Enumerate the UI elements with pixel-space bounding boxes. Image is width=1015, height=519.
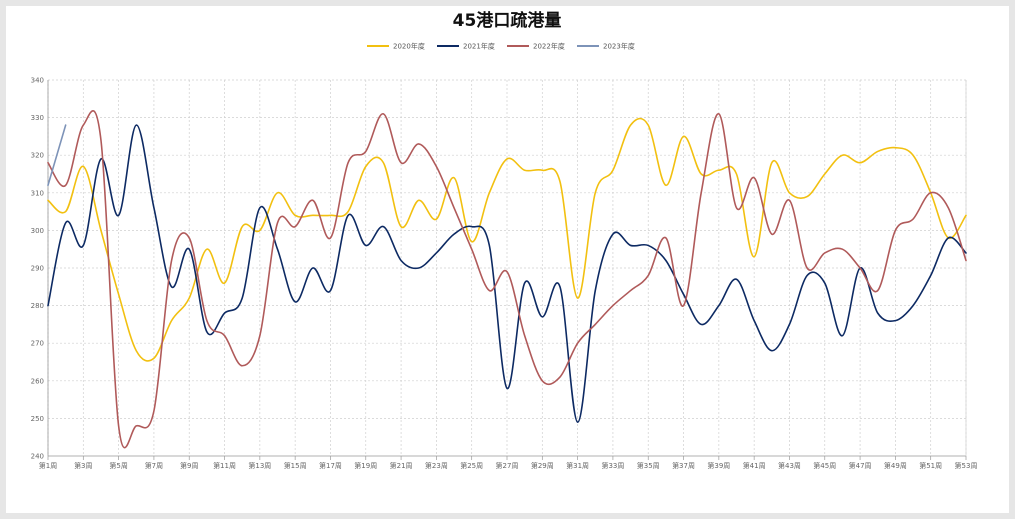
x-tick-label: 第35周 [637,461,660,470]
y-tick-label: 300 [31,227,44,235]
series-lines [47,110,967,449]
y-tick-label: 280 [31,302,44,310]
grid-lines [47,79,967,460]
x-tick-label: 第3周 [74,461,92,470]
x-tick-label: 第7周 [145,461,163,470]
y-tick-label: 330 [31,114,44,122]
series-line-4 [47,124,67,187]
x-tick-label: 第13周 [248,461,271,470]
x-tick-label: 第45周 [813,461,836,470]
y-tick-label: 250 [31,415,44,423]
x-tick-labels: 第1周 第3周 第5周 第7周 第9周 第11周 第13周 第15周 第17周 第19周 第21周 第… [39,461,978,470]
x-tick-label: 第25周 [460,461,483,470]
x-tick-label: 第23周 [425,461,448,470]
legend-label: 2020年度 [393,42,425,51]
x-tick-label: 第5周 [109,461,127,470]
x-tick-label: 第11周 [213,461,236,470]
x-tick-label: 第33周 [601,461,624,470]
legend-label: 2023年度 [603,42,635,51]
y-tick-label: 320 [31,152,44,160]
x-tick-label: 第37周 [672,461,695,470]
x-tick-label: 第53周 [955,461,978,470]
y-tick-label: 240 [31,453,44,461]
series-line-3 [47,110,967,449]
y-tick-label: 270 [31,340,44,348]
y-tick-label: 290 [31,265,44,273]
x-tick-label: 第1周 [39,461,57,470]
x-tick-label: 第47周 [849,461,872,470]
x-tick-label: 第15周 [284,461,307,470]
chart-panel: 45港口疏港量 2020年度 2021年度 2022年度 2023年度 240 250 2… [6,6,1009,513]
x-tick-label: 第17周 [319,461,342,470]
x-tick-label: 第51周 [919,461,942,470]
y-tick-label: 260 [31,377,44,385]
series-line-2 [47,124,967,423]
x-tick-label: 第9周 [180,461,198,470]
legend-label: 2021年度 [463,42,495,51]
x-tick-label: 第41周 [743,461,766,470]
x-tick-label: 第29周 [531,461,554,470]
x-tick-label: 第21周 [390,461,413,470]
x-tick-label: 第49周 [884,461,907,470]
x-tick-label: 第19周 [354,461,377,470]
legend-label: 2022年度 [533,42,565,51]
legend: 2020年度 2021年度 2022年度 2023年度 [367,42,635,51]
x-tick-label: 第43周 [778,461,801,470]
y-tick-labels: 240 250 260 270 280 290 300 310 320 330 340 [31,77,44,461]
line-chart: 45港口疏港量 2020年度 2021年度 2022年度 2023年度 2402502… [31,10,978,470]
y-tick-label: 340 [31,77,44,85]
axes [47,80,967,457]
x-tick-label: 第31周 [566,461,589,470]
x-tick-label: 第39周 [707,461,730,470]
series-line-1 [47,117,967,362]
x-tick-label: 第27周 [496,461,519,470]
chart-title: 45港口疏港量 [453,10,562,31]
y-tick-label: 310 [31,189,44,197]
